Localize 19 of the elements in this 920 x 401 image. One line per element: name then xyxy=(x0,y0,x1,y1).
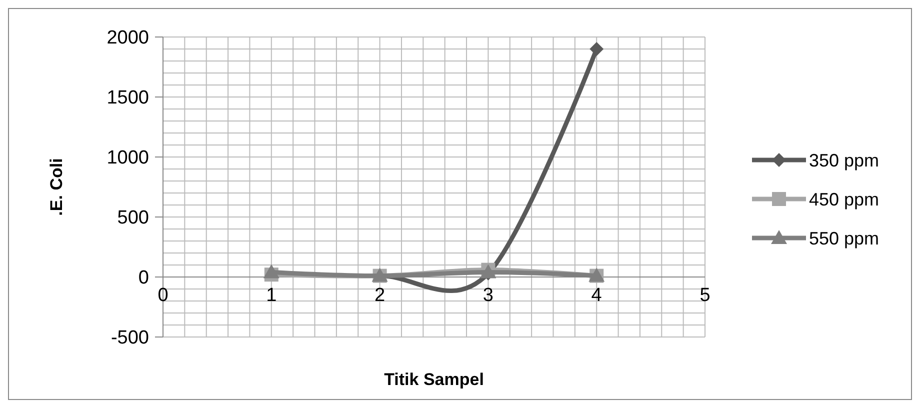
y-tick-label: 1000 xyxy=(106,148,149,169)
x-axis-title: Titik Sampel xyxy=(384,370,484,389)
y-tick-label: 500 xyxy=(117,208,149,229)
x-tick-label: 4 xyxy=(591,285,602,306)
x-tick-label: 0 xyxy=(158,285,168,306)
y-tick-label: 2000 xyxy=(106,28,149,49)
legend-label: 550 ppm xyxy=(809,228,880,248)
legend-label: 450 ppm xyxy=(809,189,880,210)
x-tick-label: 3 xyxy=(482,285,494,306)
y-axis-title: .E. Coli xyxy=(47,158,66,216)
legend-label: 350 ppm xyxy=(809,150,880,170)
y-tick-label: 0 xyxy=(138,268,149,289)
point xyxy=(263,264,280,278)
point xyxy=(590,42,604,56)
y-tick-label: 1500 xyxy=(106,88,149,109)
x-tick-label: 5 xyxy=(700,285,710,306)
x-tick-label: 2 xyxy=(374,285,386,306)
x-tick-label: 1 xyxy=(266,285,277,306)
y-tick-label: -500 xyxy=(110,328,149,349)
